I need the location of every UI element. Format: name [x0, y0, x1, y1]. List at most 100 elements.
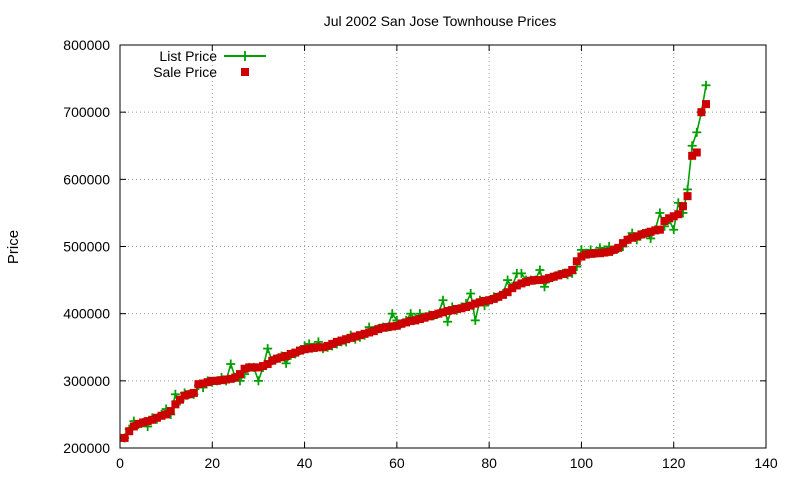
sale-price-point	[305, 344, 314, 353]
list-price-point	[281, 358, 291, 368]
sale-price-point	[540, 275, 549, 284]
sale-price-point	[448, 306, 457, 315]
sale-price-point	[489, 294, 498, 303]
sale-price-point	[199, 379, 208, 388]
sale-price-point	[609, 245, 618, 254]
sale-price-point	[531, 276, 540, 285]
legend: List Price Sale Price	[153, 48, 266, 80]
sale-price-point	[692, 148, 701, 157]
legend-square	[241, 68, 249, 76]
sale-price-point	[120, 433, 129, 442]
sale-price-point	[148, 415, 157, 424]
list-price-point	[669, 225, 679, 235]
sale-price-point	[591, 249, 600, 258]
sale-price-point	[568, 266, 577, 275]
list-price-point	[466, 289, 476, 299]
sale-price-point	[379, 323, 388, 332]
sale-price-point	[485, 296, 494, 305]
sale-price-point	[355, 331, 364, 340]
list-price-point	[701, 80, 711, 90]
sale-price-point	[660, 216, 669, 225]
sale-price-point	[203, 378, 212, 387]
list-price-point	[406, 309, 416, 319]
sale-price-point	[674, 210, 683, 219]
sale-price-point	[282, 351, 291, 360]
sale-price-point	[383, 323, 392, 332]
list-price-point	[226, 359, 236, 369]
legend-label-list-price: List Price	[159, 48, 217, 64]
list-price-point	[438, 295, 448, 305]
sale-price-point	[545, 274, 554, 283]
sale-price-point	[328, 339, 337, 348]
sale-price-point	[642, 229, 651, 238]
sale-price-point	[254, 363, 263, 372]
sale-price-point	[185, 390, 194, 399]
sale-price-point	[420, 313, 429, 322]
sale-price-point	[175, 395, 184, 404]
y-tick-label: 700000	[63, 104, 110, 120]
sale-price-point	[392, 321, 401, 330]
sale-price-point	[702, 100, 711, 109]
sale-price-point	[526, 276, 535, 285]
sale-price-point	[180, 391, 189, 400]
sale-price-point	[139, 418, 148, 427]
sale-price-point	[549, 272, 558, 281]
legend-marker-list-price	[240, 51, 250, 61]
sale-price-point	[688, 151, 697, 160]
list-price-point	[535, 265, 545, 275]
y-tick-label: 500000	[63, 239, 110, 255]
sale-price-point	[263, 360, 272, 369]
sale-price-point	[295, 346, 304, 355]
sale-price-point	[669, 212, 678, 221]
y-tick-label: 400000	[63, 306, 110, 322]
list-price-point	[692, 127, 702, 137]
x-tick-label: 40	[297, 455, 313, 471]
y-tick-label: 800000	[63, 37, 110, 53]
sale-price-point	[194, 380, 203, 389]
list-price-point	[443, 317, 453, 327]
sale-price-point	[125, 427, 134, 436]
x-tick-label: 100	[570, 455, 594, 471]
sale-price-point	[152, 413, 161, 422]
sale-price-point	[462, 302, 471, 311]
list-price-point	[687, 141, 697, 151]
y-axis-label: Price	[5, 230, 22, 264]
list-price-point	[540, 282, 550, 292]
sale-price-point	[162, 410, 171, 419]
sale-price-point	[374, 325, 383, 334]
sale-price-point	[360, 329, 369, 338]
y-tick-label: 300000	[63, 373, 110, 389]
sale-price-point	[600, 248, 609, 257]
sale-price-point	[217, 376, 226, 385]
sale-price-point	[157, 411, 166, 420]
sale-price-point	[558, 270, 567, 279]
sale-price-point	[439, 308, 447, 317]
sale-price-point	[466, 301, 475, 310]
sale-price-point	[388, 322, 397, 331]
sale-price-point	[637, 230, 646, 239]
sale-price-point	[365, 328, 374, 337]
sale-price-point	[678, 202, 687, 211]
sale-price-point	[291, 348, 300, 357]
sale-price-point	[563, 268, 572, 277]
sale-price-point	[212, 376, 221, 385]
sale-price-point	[494, 292, 503, 301]
sale-price-point	[323, 341, 332, 350]
sale-price-point	[651, 226, 660, 235]
sale-price-point	[208, 376, 217, 385]
sale-price-point	[222, 375, 231, 384]
sale-price-point	[498, 290, 507, 299]
sale-price-point	[683, 192, 692, 201]
sale-price-point	[508, 284, 517, 293]
list-price-point	[503, 275, 513, 285]
sale-price-point	[415, 315, 424, 324]
x-tick-label: 0	[116, 455, 124, 471]
sale-price-point	[240, 364, 249, 373]
x-tick-label: 60	[389, 455, 405, 471]
sale-price-point	[411, 316, 420, 325]
sale-price-point	[245, 363, 254, 372]
axis-ticks: 0 20 40 60 80 100 120 140 200000 300000 400000 5000…	[63, 37, 778, 471]
x-tick-label: 20	[204, 455, 220, 471]
list-price-point	[387, 309, 397, 319]
